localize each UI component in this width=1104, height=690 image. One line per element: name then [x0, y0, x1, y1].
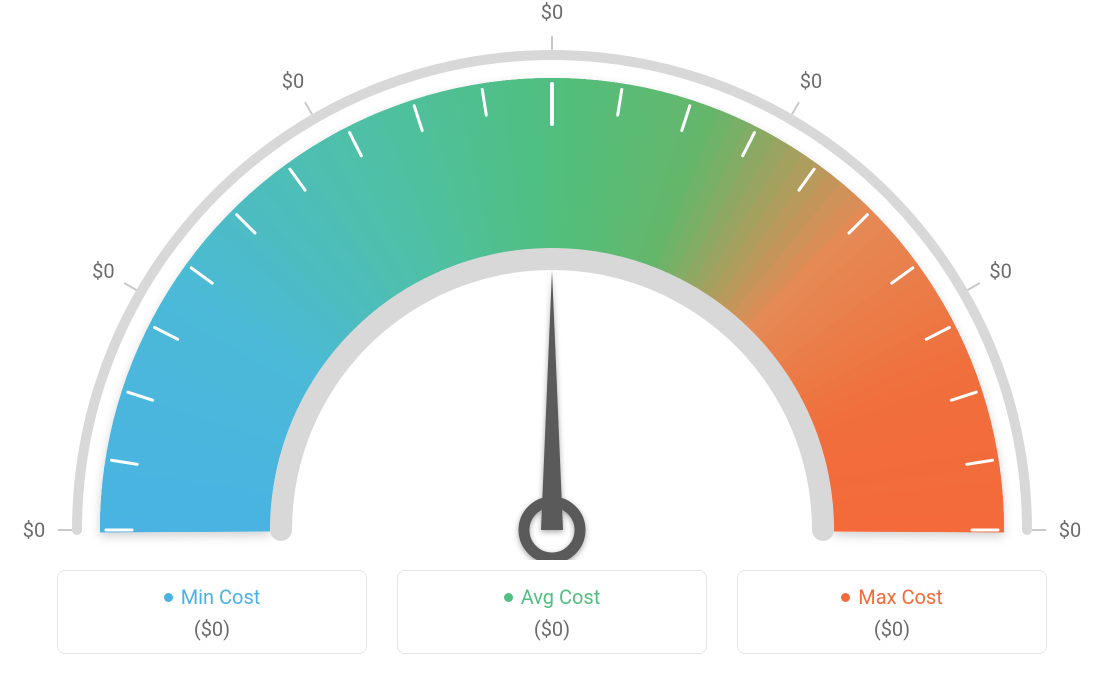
- legend-label: Min Cost: [181, 585, 261, 609]
- legend-dot-icon: [504, 593, 513, 602]
- legend-title: Avg Cost: [504, 585, 601, 609]
- legend-title: Min Cost: [164, 585, 261, 609]
- gauge-axis-label: $0: [1059, 518, 1081, 542]
- legend-card-min-cost: Min Cost ($0): [57, 570, 367, 654]
- legend-label: Avg Cost: [521, 585, 601, 609]
- gauge-axis-label: $0: [282, 69, 304, 93]
- gauge-axis-label: $0: [800, 69, 822, 93]
- legend-title: Max Cost: [841, 585, 943, 609]
- gauge-axis-label: $0: [541, 0, 563, 24]
- legend-card-max-cost: Max Cost ($0): [737, 570, 1047, 654]
- legend-row: Min Cost ($0) Avg Cost ($0) Max Cost ($0): [0, 570, 1104, 654]
- legend-card-avg-cost: Avg Cost ($0): [397, 570, 707, 654]
- gauge-chart: $0 $0 $0 $0 $0 $0 $0: [0, 0, 1104, 560]
- legend-dot-icon: [841, 593, 850, 602]
- legend-dot-icon: [164, 593, 173, 602]
- gauge-axis-label: $0: [92, 259, 114, 283]
- legend-value: ($0): [58, 617, 366, 641]
- legend-value: ($0): [738, 617, 1046, 641]
- gauge-svg: [0, 0, 1104, 560]
- legend-label: Max Cost: [858, 585, 943, 609]
- gauge-axis-label: $0: [23, 518, 45, 542]
- legend-value: ($0): [398, 617, 706, 641]
- gauge-axis-label: $0: [989, 259, 1011, 283]
